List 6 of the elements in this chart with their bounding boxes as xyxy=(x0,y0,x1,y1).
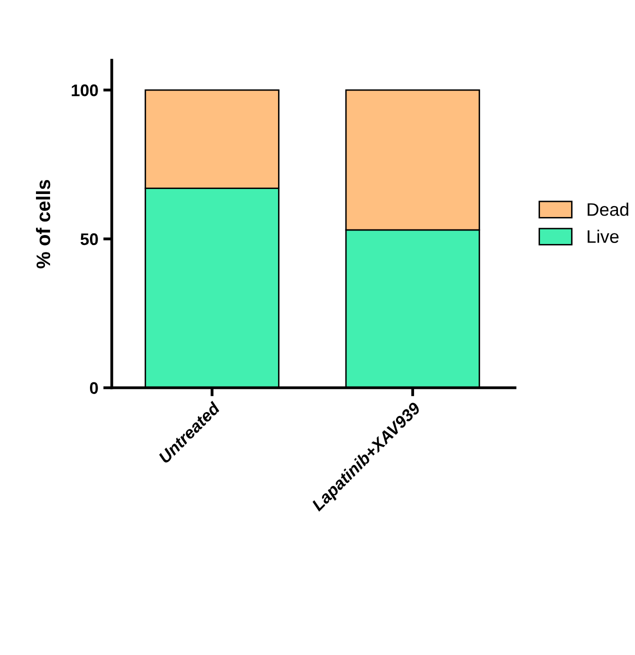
y-tick-label: 100 xyxy=(72,84,98,96)
y-axis-title: % of cells xyxy=(36,180,50,268)
y-tick-label: 50 xyxy=(80,233,98,246)
y-tick-label: 0 xyxy=(90,382,98,394)
legend-label: Live xyxy=(588,230,619,243)
legend-label: Dead xyxy=(588,202,628,216)
